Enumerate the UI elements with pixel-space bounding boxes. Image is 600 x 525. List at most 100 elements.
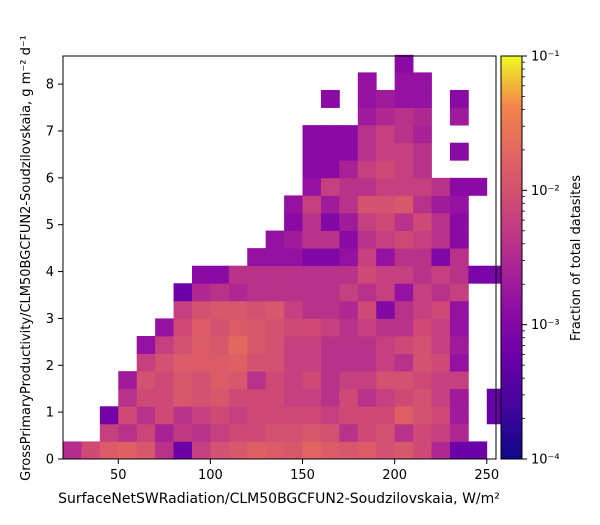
heatmap-cell <box>394 54 414 73</box>
heatmap-cell <box>394 406 414 425</box>
heatmap-cell <box>394 195 414 214</box>
heatmap-cell <box>376 423 396 442</box>
heatmap-cell <box>449 406 469 425</box>
heatmap-cell <box>302 300 322 319</box>
heatmap-cell <box>118 371 138 390</box>
heatmap-cell <box>357 335 377 354</box>
heatmap-cell <box>191 300 211 319</box>
heatmap-cell <box>376 230 396 249</box>
heatmap-cell <box>413 248 432 267</box>
heatmap-cell <box>376 406 396 425</box>
heatmap-cell <box>339 283 359 302</box>
heatmap-cell <box>302 441 322 460</box>
heatmap-cell <box>155 371 174 390</box>
heatmap-cell <box>357 441 377 460</box>
heatmap-cell <box>302 353 322 372</box>
heatmap-cell <box>284 441 303 460</box>
heatmap-cell <box>265 300 285 319</box>
heatmap-cell <box>357 177 377 196</box>
heatmap-cell <box>136 406 156 425</box>
heatmap-cell <box>339 353 359 372</box>
heatmap-cell <box>302 423 322 442</box>
heatmap-cell <box>376 335 396 354</box>
heatmap-cell <box>302 265 322 284</box>
heatmap-cell <box>302 318 322 337</box>
heatmap-cell <box>413 406 432 425</box>
heatmap-cell <box>284 212 303 231</box>
y-tick-label: 5 <box>46 218 54 233</box>
heatmap-cell <box>339 318 359 337</box>
heatmap-cell <box>320 300 340 319</box>
heatmap-cell <box>339 177 359 196</box>
heatmap-cell <box>413 388 432 407</box>
heatmap-cell <box>413 177 432 196</box>
heatmap-cell <box>357 248 377 267</box>
heatmap-cell <box>284 230 303 249</box>
heatmap-cell <box>357 125 377 144</box>
heatmap-cell <box>284 195 303 214</box>
heatmap-cell <box>155 423 174 442</box>
heatmap-cell <box>431 371 451 390</box>
heatmap-cell <box>284 353 303 372</box>
heatmap-cell <box>191 335 211 354</box>
heatmap-cell <box>302 335 322 354</box>
heatmap-cell <box>413 265 432 284</box>
heatmap-cell <box>357 283 377 302</box>
colorbar-tick-label: 10⁻⁴ <box>531 453 560 468</box>
heatmap-cell <box>265 388 285 407</box>
heatmap-cell <box>449 371 469 390</box>
heatmap-cell <box>376 265 396 284</box>
heatmap-cell <box>357 300 377 319</box>
heatmap-cell <box>173 423 193 442</box>
heatmap-cell <box>265 441 285 460</box>
heatmap-cell <box>228 406 248 425</box>
heatmap-cell <box>265 230 285 249</box>
heatmap-cell <box>155 388 174 407</box>
heatmap-cell <box>265 423 285 442</box>
heatmap-cell <box>413 371 432 390</box>
heatmap-cell <box>191 388 211 407</box>
heatmap-cell <box>247 318 267 337</box>
heatmap-cell <box>339 230 359 249</box>
heatmap-cells <box>63 54 506 460</box>
heatmap-cell <box>376 248 396 267</box>
x-tick-label: 150 <box>290 468 315 483</box>
heatmap-cell <box>339 212 359 231</box>
heatmap-cell <box>247 353 267 372</box>
colorbar: 10⁻⁴ 10⁻³ 10⁻² 10⁻¹ Fraction of total datas… <box>500 50 584 468</box>
heatmap-cell <box>413 89 432 108</box>
heatmap-cell <box>413 212 432 231</box>
heatmap-cell <box>449 283 469 302</box>
heatmap-cell <box>99 441 119 460</box>
heatmap-cell <box>320 212 340 231</box>
heatmap-cell <box>357 212 377 231</box>
heatmap-cell <box>173 406 193 425</box>
heatmap-cell <box>265 335 285 354</box>
heatmap-cell <box>413 142 432 161</box>
heatmap-cell <box>228 388 248 407</box>
heatmap-cell <box>210 406 230 425</box>
heatmap-cell <box>376 212 396 231</box>
heatmap-cell <box>320 248 340 267</box>
heatmap-cell <box>284 248 303 267</box>
heatmap-cell <box>247 300 267 319</box>
heatmap-cell <box>302 125 322 144</box>
heatmap-cell <box>468 177 488 196</box>
heatmap-cell <box>191 265 211 284</box>
heatmap-cell <box>431 318 451 337</box>
heatmap-cell <box>320 441 340 460</box>
heatmap-cell <box>449 248 469 267</box>
heatmap-cell <box>155 353 174 372</box>
heatmap-cell <box>413 125 432 144</box>
heatmap-cell <box>99 423 119 442</box>
heatmap-cell <box>357 195 377 214</box>
heatmap-cell <box>357 89 377 108</box>
y-axis: 0 1 2 3 4 5 6 7 8 <box>46 78 63 468</box>
heatmap-cell <box>191 353 211 372</box>
heatmap-cell <box>320 318 340 337</box>
colorbar-ticks: 10⁻⁴ 10⁻³ 10⁻² 10⁻¹ <box>522 50 560 468</box>
y-tick-label: 2 <box>46 359 54 374</box>
y-tick-label: 0 <box>46 453 54 468</box>
heatmap-cell <box>394 441 414 460</box>
heatmap-cell <box>339 423 359 442</box>
